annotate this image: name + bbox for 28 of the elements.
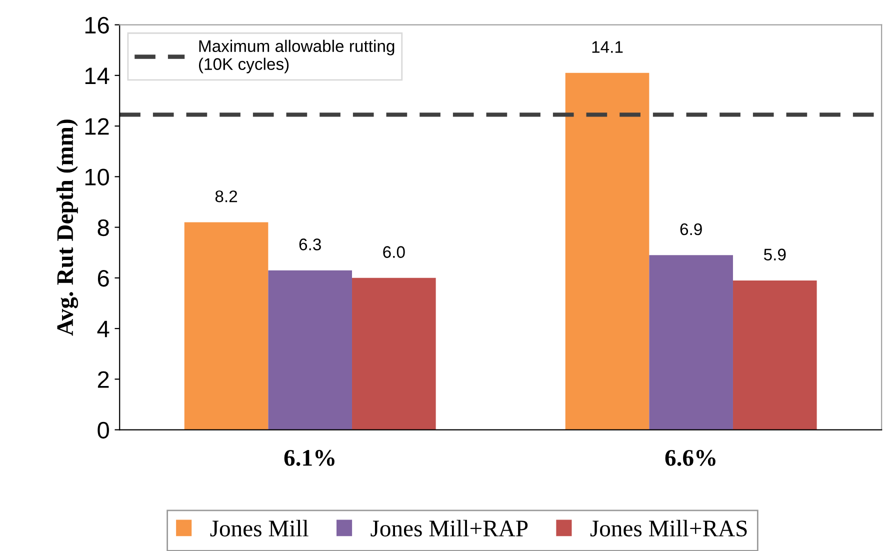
text: 6.9 [680,223,702,236]
text: 8.2 [215,190,238,202]
text: 5.9 [764,248,786,260]
text: 14.1 [592,41,623,53]
x-tick-label: 6.6% [665,450,716,466]
bar [565,72,650,430]
y-tick-label: 2 [98,371,109,388]
bar [649,255,733,430]
y-tick-label: 10 [85,168,109,186]
y-tick-label: 16 [85,16,109,34]
y-tick-label: 4 [97,320,110,338]
legend-label: Jones Mill+RAP [370,520,528,536]
x-tick-label: 6.1% [284,450,334,466]
bar [732,280,817,430]
bar [352,278,436,430]
text: 6.3 [299,238,321,250]
legend-label: Jones Mill [210,520,308,536]
y-tick-label: 0 [98,422,109,439]
y-tick-label: 12 [85,118,109,135]
bar [268,270,352,430]
legend-label: Jones Mill+RAS [590,520,747,536]
bar [184,222,268,430]
y-tick-label: 14 [85,68,110,84]
legend-label: Maximum allowable rutting (10K cycles) [198,40,394,74]
text: 6.0 [383,246,405,258]
y-tick-label: 8 [98,219,109,236]
y-tick-label: 6 [98,270,109,287]
y-axis-title: Avg. Rut Depth (mm) [56,120,78,336]
